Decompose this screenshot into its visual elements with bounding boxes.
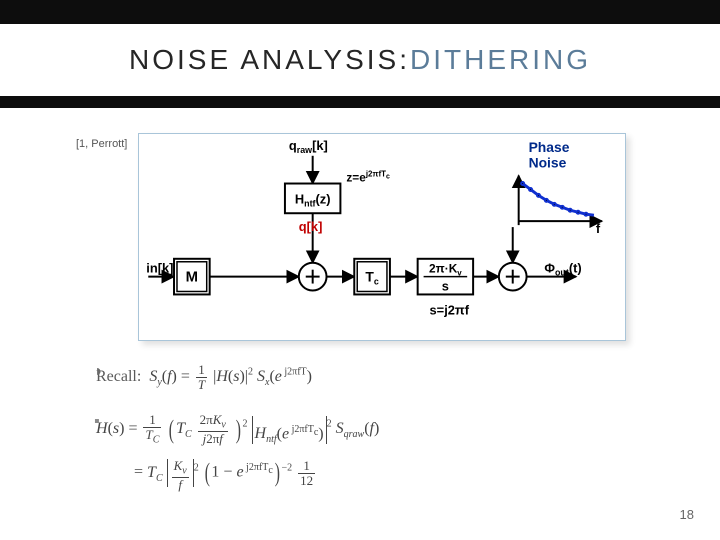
bullet-square-icon: ▪	[94, 413, 100, 431]
page-number: 18	[680, 507, 694, 522]
svg-text:M: M	[186, 270, 198, 286]
diagram-svg: M Hntf(z) Tc 2π·Kv s in[k] qraw[k	[139, 134, 625, 340]
svg-text:s=j2πf: s=j2πf	[430, 302, 470, 317]
svg-text:z=ej2πfTc: z=ej2πfTc	[346, 170, 390, 185]
equation-result: = TC Kvf2 (1 − e j2πfTc)−2 112	[134, 458, 680, 488]
citation: [1, Perrott]	[76, 138, 127, 150]
title-right: DITHERING	[410, 44, 591, 76]
svg-text:f: f	[596, 221, 601, 236]
title-left: NOISE ANALYSIS:	[129, 44, 410, 76]
svg-text:in[k]: in[k]	[146, 261, 173, 276]
equation-area: ◗ Recall: Sy(f) = 1T |H(s)|2 Sx(e j2πfT)…	[78, 363, 680, 488]
svg-text:Phase: Phase	[529, 139, 570, 155]
svg-text:s: s	[442, 278, 449, 293]
equation-recall: ◗ Recall: Sy(f) = 1T |H(s)|2 Sx(e j2πfT)	[96, 363, 680, 391]
svg-text:Φout(t): Φout(t)	[544, 261, 581, 278]
svg-text:qraw[k]: qraw[k]	[289, 138, 328, 155]
equation-hs: ▪ H(s) = 1TC (TC 2πKvj2πf )2 Hntf(e j2πf…	[96, 413, 680, 446]
block-diagram: M Hntf(z) Tc 2π·Kv s in[k] qraw[k	[138, 133, 626, 341]
bullet-icon: ◗	[94, 363, 104, 381]
svg-text:q[k]: q[k]	[299, 219, 323, 234]
slide-title: NOISE ANALYSIS: DITHERING	[0, 24, 720, 96]
svg-text:Noise: Noise	[529, 155, 567, 171]
